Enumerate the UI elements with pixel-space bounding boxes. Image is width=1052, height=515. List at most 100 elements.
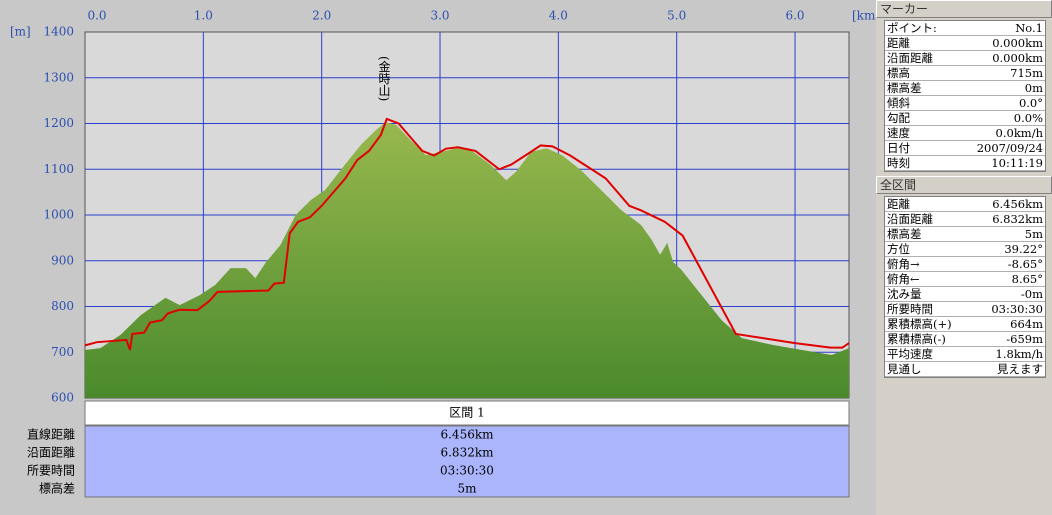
- row-label: ポイント:: [887, 21, 937, 35]
- row-value: 0.000km: [992, 51, 1043, 65]
- y-tick-label: 800: [51, 299, 74, 313]
- y-axis-label: [m]: [10, 25, 31, 39]
- row-value: 5m: [1024, 227, 1043, 241]
- table-row: 累積標高(+) 664m: [885, 317, 1045, 332]
- table-row: 距離 6.456km: [885, 197, 1045, 212]
- table-row: 見通し 見えます: [885, 362, 1045, 377]
- y-tick-label: 600: [51, 391, 74, 405]
- x-tick-label: 5.0: [667, 9, 686, 23]
- row-label: 方位: [887, 242, 910, 256]
- row-value: 0.000km: [992, 36, 1043, 50]
- table-row: 沿面距離 0.000km: [885, 51, 1045, 66]
- table-row: 傾斜 0.0°: [885, 96, 1045, 111]
- x-tick-label: 1.0: [194, 9, 213, 23]
- summary-value: 5m: [457, 482, 477, 496]
- table-row: 速度 0.0km/h: [885, 126, 1045, 141]
- summary-header: 区間 1: [449, 406, 484, 420]
- row-value: 39.22°: [1004, 242, 1043, 256]
- row-label: 沿面距離: [887, 212, 933, 226]
- info-panel: マーカー ポイント: No.1 距離 0.000km 沿面距離 0.000km 標高 715m…: [876, 0, 1052, 515]
- summary-value: 6.456km: [440, 428, 494, 442]
- row-value: 715m: [1010, 66, 1043, 80]
- row-value: -0m: [1020, 287, 1043, 301]
- summary-label: 直線距離: [27, 427, 75, 442]
- x-tick-label: 0.0: [87, 9, 106, 23]
- table-row: 時刻 10:11:19: [885, 156, 1045, 171]
- row-label: 標高差: [887, 81, 922, 95]
- row-label: 勾配: [887, 111, 910, 125]
- y-tick-label: 1100: [43, 162, 74, 176]
- table-row: 標高 715m: [885, 66, 1045, 81]
- row-label: 日付: [887, 141, 910, 155]
- table-row: 所要時間 03:30:30: [885, 302, 1045, 317]
- row-value: 6.832km: [992, 212, 1043, 226]
- row-label: 沈み量: [887, 287, 922, 301]
- row-label: 時刻: [887, 156, 910, 170]
- row-label: 速度: [887, 126, 910, 140]
- table-row: 平均速度 1.8km/h: [885, 347, 1045, 362]
- total-table: 距離 6.456km 沿面距離 6.832km 標高差 5m 方位 39.22° 俯角→ -8.6…: [884, 196, 1046, 378]
- table-row: 方位 39.22°: [885, 242, 1045, 257]
- table-row: 俯角→ -8.65°: [885, 257, 1045, 272]
- row-label: 所要時間: [887, 302, 933, 316]
- panel-title: 全区間: [876, 176, 1052, 194]
- table-row: 勾配 0.0%: [885, 111, 1045, 126]
- row-label: 平均速度: [887, 347, 933, 361]
- table-row: 距離 0.000km: [885, 36, 1045, 51]
- row-value: 6.456km: [992, 197, 1043, 211]
- y-tick-label: 900: [51, 253, 74, 267]
- row-value: 664m: [1010, 317, 1043, 331]
- row-label: 距離: [887, 36, 910, 50]
- table-row: 沿面距離 6.832km: [885, 212, 1045, 227]
- row-label: 見通し: [887, 362, 922, 376]
- track-line: [84, 117, 850, 351]
- x-tick-label: 3.0: [430, 9, 449, 23]
- row-value: 見えます: [997, 362, 1043, 376]
- row-value: -8.65°: [1007, 257, 1043, 271]
- table-row: 沈み量 -0m: [885, 287, 1045, 302]
- row-label: 沿面距離: [887, 51, 933, 65]
- row-label: 累積標高(+): [887, 317, 952, 331]
- row-value: 0m: [1024, 81, 1043, 95]
- y-tick-label: 1400: [43, 25, 74, 39]
- summary-value: 03:30:30: [440, 464, 494, 478]
- x-axis-label: [km]: [852, 9, 876, 23]
- row-label: 距離: [887, 197, 910, 211]
- annotation: (金時山): [377, 56, 391, 102]
- row-value: 1.8km/h: [995, 347, 1043, 361]
- row-value: 8.65°: [1011, 272, 1043, 286]
- y-tick-label: 1200: [43, 116, 74, 130]
- row-value: 0.0km/h: [995, 126, 1043, 140]
- row-value: 10:11:19: [991, 156, 1043, 170]
- summary-value: 6.832km: [440, 446, 494, 460]
- table-row: 累積標高(-) -659m: [885, 332, 1045, 347]
- row-label: 俯角←: [887, 272, 920, 286]
- x-tick-label: 6.0: [785, 9, 804, 23]
- table-row: 標高差 0m: [885, 81, 1045, 96]
- table-row: 俯角← 8.65°: [885, 272, 1045, 287]
- y-tick-label: 1000: [43, 208, 74, 222]
- row-value: 0.0%: [1013, 111, 1043, 125]
- table-row: 標高差 5m: [885, 227, 1045, 242]
- row-label: 累積標高(-): [887, 332, 946, 346]
- row-value: -659m: [1006, 332, 1043, 346]
- summary-label: 沿面距離: [27, 446, 75, 460]
- y-tick-label: 700: [51, 345, 74, 359]
- row-label: 標高: [887, 66, 910, 80]
- row-value: 03:30:30: [991, 302, 1043, 316]
- table-row: 日付 2007/09/24: [885, 141, 1045, 156]
- row-label: 傾斜: [887, 96, 910, 110]
- summary-label: 標高差: [39, 481, 75, 496]
- summary-header-box: [84, 400, 850, 426]
- row-value: 0.0°: [1018, 96, 1043, 110]
- y-tick-label: 1300: [43, 70, 74, 84]
- row-value: 2007/09/24: [976, 141, 1043, 155]
- chart: [m] [km] 区間 1 600 700 800 900 1000 1100 1200 13…: [10, 9, 876, 498]
- summary-label: 所要時間: [27, 464, 75, 478]
- marker-table: ポイント: No.1 距離 0.000km 沿面距離 0.000km 標高 715m 標高差 0m…: [884, 20, 1046, 172]
- panel-title: マーカー: [876, 0, 1052, 18]
- row-label: 標高差: [887, 227, 922, 241]
- x-tick-label: 2.0: [312, 9, 331, 23]
- row-value: No.1: [1015, 21, 1043, 35]
